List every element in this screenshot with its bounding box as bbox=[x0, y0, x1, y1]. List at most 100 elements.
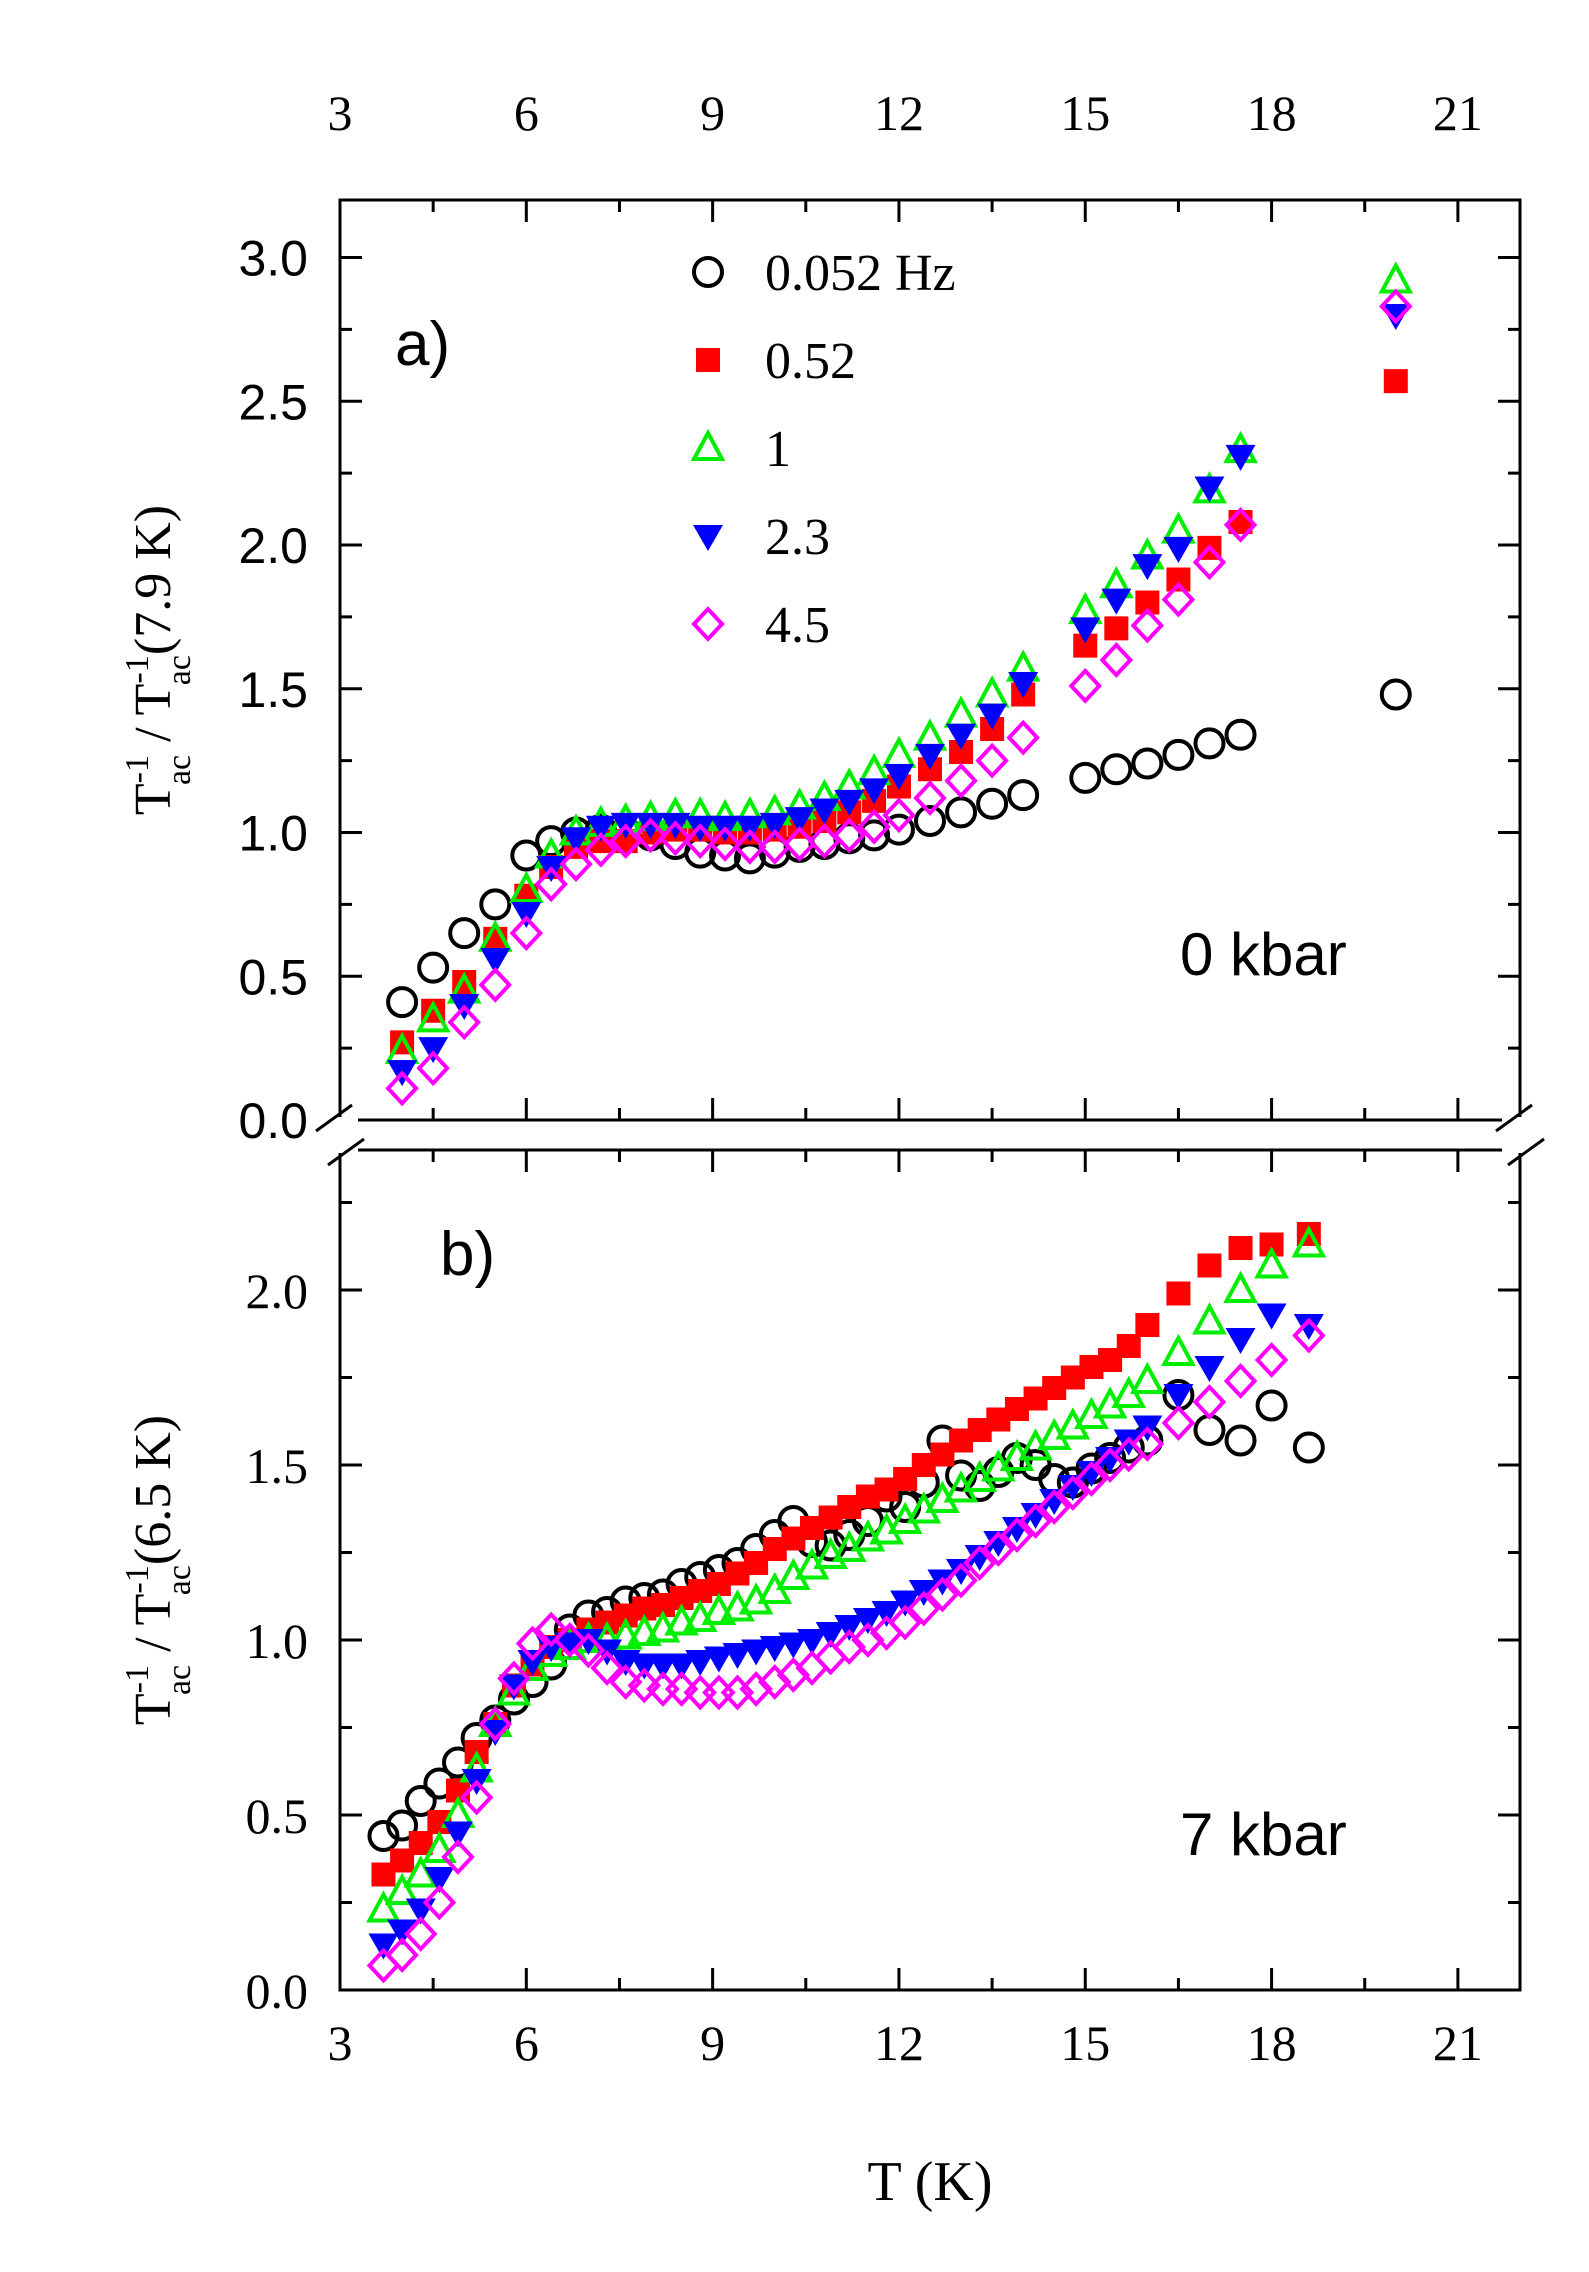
data-point bbox=[832, 1629, 866, 1665]
legend-marker bbox=[692, 256, 724, 288]
axis-break-marks bbox=[315, 1103, 1545, 1167]
data-point bbox=[759, 812, 790, 839]
data-point bbox=[907, 1590, 941, 1627]
data-point bbox=[1161, 1405, 1196, 1441]
data-point bbox=[584, 831, 618, 868]
data-point bbox=[1104, 616, 1129, 641]
break-line bbox=[1495, 1103, 1533, 1133]
data-point bbox=[1292, 1431, 1325, 1464]
data-point bbox=[1225, 1328, 1256, 1354]
x-tick-label-top: 18 bbox=[1247, 85, 1297, 141]
data-point bbox=[635, 812, 666, 839]
break-line bbox=[327, 1137, 365, 1167]
data-point bbox=[417, 951, 450, 984]
data-point bbox=[832, 817, 866, 854]
data-point bbox=[1069, 761, 1102, 794]
data-point bbox=[1254, 1246, 1289, 1279]
data-point bbox=[633, 817, 668, 854]
data-point bbox=[944, 762, 978, 799]
x-tick-label-top: 12 bbox=[874, 85, 924, 141]
data-point bbox=[1292, 1317, 1326, 1354]
data-point bbox=[720, 1674, 755, 1711]
legend-label: 4.5 bbox=[765, 597, 830, 654]
data-point bbox=[422, 1884, 457, 1921]
panel-b-ticks: 3 6 9 12 15 18 21 0.0 0.5 1.0 1.5 2.0 bbox=[246, 1150, 1520, 2071]
data-point bbox=[1193, 1414, 1226, 1446]
legend-marker bbox=[693, 525, 723, 551]
data-point bbox=[1101, 588, 1132, 615]
panel-b-frame bbox=[338, 1148, 1522, 1992]
data-point bbox=[977, 703, 1008, 730]
data-point bbox=[733, 828, 767, 865]
data-point bbox=[974, 675, 1010, 708]
x-tick-label-top: 6 bbox=[514, 85, 539, 141]
y-tick-label: 2.0 bbox=[246, 1263, 309, 1319]
data-point bbox=[759, 1636, 790, 1662]
data-point bbox=[1223, 506, 1258, 543]
legend-label: 2.3 bbox=[765, 509, 830, 566]
data-point bbox=[883, 764, 914, 790]
data-point bbox=[976, 787, 1009, 820]
data-point bbox=[784, 807, 815, 834]
y-tick-label: 1.0 bbox=[238, 806, 308, 862]
data-point bbox=[815, 1622, 846, 1648]
data-point bbox=[925, 1576, 960, 1613]
legend: 0.052 Hz 0.52 1 2.3 4.5 bbox=[690, 245, 956, 654]
data-point bbox=[424, 1867, 455, 1893]
data-point bbox=[448, 917, 481, 950]
data-point bbox=[1006, 719, 1040, 756]
data-point bbox=[385, 1070, 419, 1107]
data-point bbox=[834, 1615, 865, 1641]
data-point bbox=[1378, 261, 1414, 294]
legend-label: 0.52 bbox=[765, 333, 856, 390]
x-tick-label-top: 9 bbox=[700, 85, 725, 141]
data-point bbox=[387, 1919, 418, 1946]
data-point bbox=[1113, 1429, 1144, 1456]
data-point bbox=[386, 986, 419, 1019]
legend-marker bbox=[690, 428, 726, 461]
data-point bbox=[981, 1531, 1016, 1567]
y-tick-label: 1.5 bbox=[246, 1438, 309, 1494]
data-point bbox=[881, 735, 917, 768]
data-point bbox=[1293, 1314, 1324, 1340]
data-point bbox=[1070, 617, 1101, 644]
panel-a-annotation: 0 kbar bbox=[1180, 921, 1347, 988]
data-point bbox=[859, 778, 890, 805]
data-point bbox=[658, 820, 693, 857]
panel-b-marks bbox=[366, 1222, 1327, 1984]
x-tick-label: 21 bbox=[1433, 2015, 1483, 2071]
x-tick-label-top: 21 bbox=[1433, 85, 1483, 141]
x-tick-label: 3 bbox=[328, 2015, 353, 2071]
data-point bbox=[480, 948, 511, 974]
data-point bbox=[913, 780, 947, 816]
y-tick-label: 1.0 bbox=[246, 1613, 309, 1669]
break-line bbox=[315, 1103, 353, 1133]
data-point bbox=[422, 1830, 457, 1863]
x-tick-label: 9 bbox=[700, 2015, 725, 2071]
data-point bbox=[384, 1872, 420, 1905]
data-point bbox=[508, 870, 544, 903]
data-point bbox=[882, 797, 916, 834]
data-point bbox=[367, 1820, 400, 1852]
data-point bbox=[571, 1632, 606, 1669]
data-point bbox=[1056, 1475, 1090, 1511]
data-point bbox=[943, 695, 979, 728]
data-point bbox=[1023, 1386, 1048, 1411]
data-point bbox=[1163, 536, 1194, 563]
data-point bbox=[1161, 1333, 1196, 1366]
data-point bbox=[1007, 779, 1040, 812]
data-point bbox=[1130, 1426, 1165, 1462]
data-point bbox=[554, 1632, 585, 1659]
data-point bbox=[1000, 1517, 1034, 1553]
x-tick-label: 18 bbox=[1247, 2015, 1297, 2071]
data-point bbox=[1291, 1225, 1327, 1258]
data-point bbox=[1074, 1461, 1109, 1497]
y-tick-label: 0.0 bbox=[238, 1093, 308, 1149]
data-point bbox=[946, 723, 977, 750]
data-point bbox=[734, 815, 765, 842]
panel-b-ylabel: T-1 ac / T-1 ac(6.5 K) bbox=[119, 1415, 198, 1725]
y-tick-label: 1.5 bbox=[238, 662, 308, 718]
data-point bbox=[1223, 1270, 1258, 1303]
data-point bbox=[975, 742, 1009, 779]
data-point bbox=[888, 1604, 922, 1641]
